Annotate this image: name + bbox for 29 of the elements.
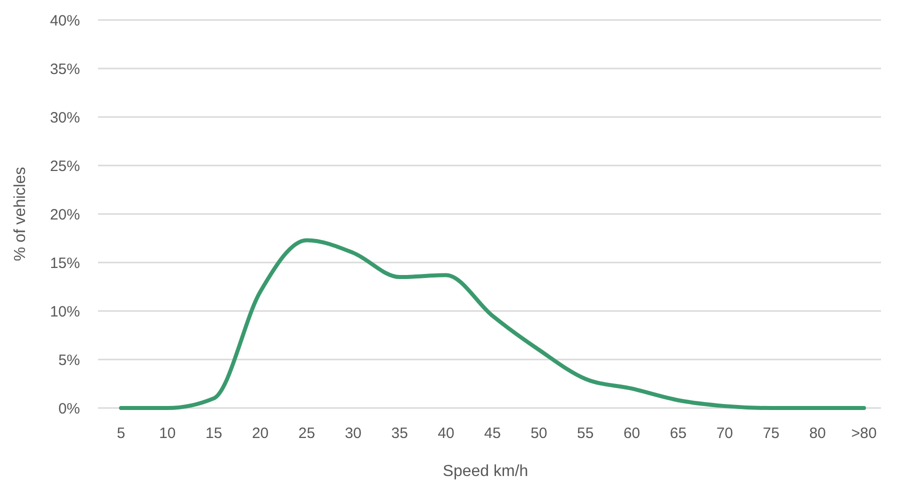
x-tick-label: 40 bbox=[438, 425, 454, 442]
y-tick-label: 15% bbox=[50, 254, 80, 272]
y-tick-label: 5% bbox=[58, 352, 80, 369]
y-tick-label: 0% bbox=[58, 400, 80, 418]
x-tick-label: 55 bbox=[577, 425, 594, 442]
x-tick-label: 25 bbox=[298, 425, 316, 442]
x-tick-label: 10 bbox=[159, 425, 176, 442]
y-tick-label: 30% bbox=[50, 109, 80, 126]
x-tick-label: 30 bbox=[344, 425, 362, 442]
line-series bbox=[119, 238, 866, 410]
y-tick-label: 35% bbox=[50, 60, 80, 78]
x-tick-label: 35 bbox=[391, 425, 408, 442]
x-tick-label: 5 bbox=[116, 425, 126, 442]
x-tick-label: 50 bbox=[530, 425, 548, 442]
y-axis-title: % of vehicles bbox=[12, 166, 29, 262]
x-tick-label: 20 bbox=[252, 425, 269, 442]
y-tick-label: 25% bbox=[50, 158, 80, 175]
x-tick-label: 75 bbox=[762, 425, 780, 442]
y-tick-label: 40% bbox=[50, 12, 80, 30]
x-tick-label: 60 bbox=[623, 425, 640, 442]
x-tick-label: >80 bbox=[851, 425, 877, 442]
y-tick-label: 20% bbox=[50, 206, 80, 224]
y-tick-label: 10% bbox=[50, 303, 80, 320]
x-axis-title: Speed km/h bbox=[442, 463, 528, 480]
x-tick-label: 70 bbox=[716, 425, 734, 442]
x-tick-label: 65 bbox=[670, 425, 687, 442]
x-tick-label: 80 bbox=[809, 425, 826, 442]
x-tick-label: 15 bbox=[206, 425, 222, 442]
x-tick-label: 45 bbox=[484, 425, 501, 442]
